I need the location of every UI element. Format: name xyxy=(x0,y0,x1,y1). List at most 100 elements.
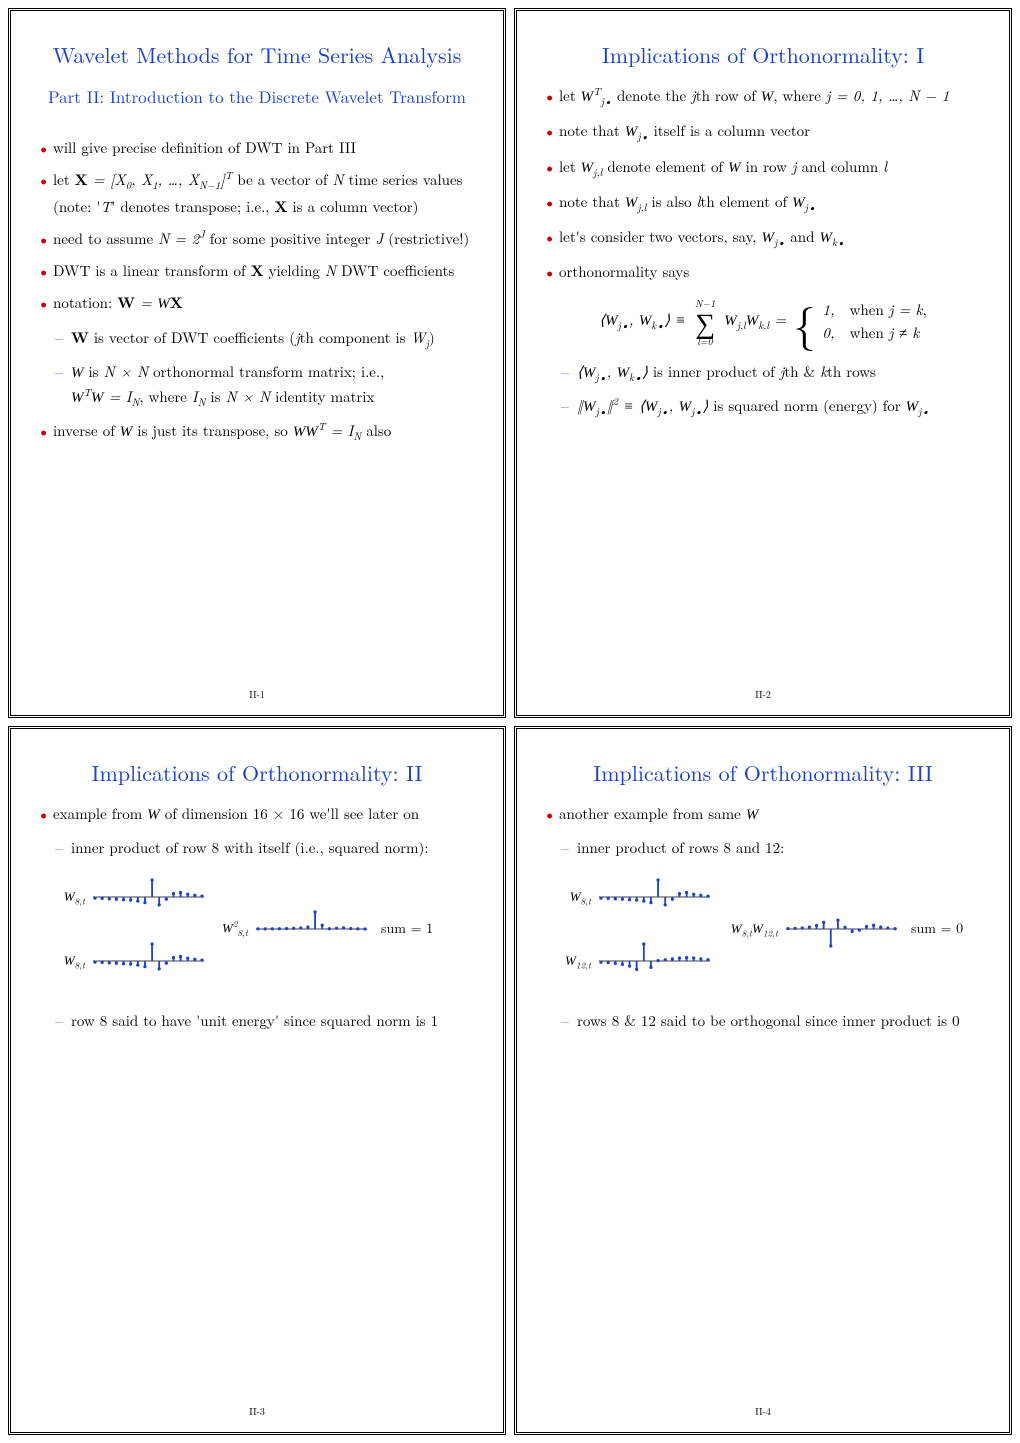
math: Wj• xyxy=(761,226,785,247)
slide-content: will give precise definition of DWT in P… xyxy=(35,136,479,679)
math: X xyxy=(251,260,264,281)
slide-ii-2: Implications of Orthonormality: I let WT… xyxy=(514,8,1012,718)
bullet-text: orthonormal transform matrix; i.e., xyxy=(153,361,384,382)
chart-left-col: W8,t W12,t xyxy=(559,877,712,981)
sub-bullet: ⟨Wj•, Wk•⟩ is inner product of jth & kth… xyxy=(541,360,985,386)
bullet-text: , where xyxy=(773,85,826,106)
sub-bullet: ‖Wj•‖2 ≡ ⟨Wj•, Wj•⟩ is squared norm (ene… xyxy=(541,394,985,420)
math: WTj• xyxy=(581,85,612,106)
slide-ii-3: Implications of Orthonormality: II examp… xyxy=(8,726,506,1436)
math: X xyxy=(274,196,287,217)
bullet: let Wj,l denote element of W in row j an… xyxy=(541,155,985,181)
bullet-text: denote the xyxy=(617,85,691,106)
bullet-text: for some positive integer xyxy=(210,228,376,249)
bullet-text: identity matrix xyxy=(275,386,374,407)
bullet-text: be a vector of xyxy=(237,169,332,190)
math: j xyxy=(792,156,797,177)
slide-content: another example from same W inner produc… xyxy=(541,802,985,1397)
math: Wj• xyxy=(625,120,649,141)
stem-chart-icon xyxy=(91,877,206,917)
bullet: need to assume N = 2J for some positive … xyxy=(35,227,479,250)
math: Wj• xyxy=(792,191,816,212)
bullet-text: of dimension 16 × 16 we'll see later on xyxy=(165,803,419,824)
math: Wk• xyxy=(819,226,844,247)
stem-label: W8,tW12,t xyxy=(722,918,778,941)
slide-footer: II-4 xyxy=(541,1396,985,1418)
bullet-text: and xyxy=(790,226,819,247)
math: N = 2J xyxy=(158,228,205,249)
bullet-text: inner product of row 8 with itself (i.e.… xyxy=(71,837,429,858)
slide-footer: II-1 xyxy=(35,679,479,701)
bullet-text: notation: xyxy=(53,292,117,313)
bullet: let WTj• denote the jth row of W, where … xyxy=(541,84,985,110)
stem-label: W8,t xyxy=(559,886,591,909)
bullet: notation: W = WX xyxy=(35,291,479,316)
sub-bullet: W is N × N orthonormal transform matrix;… xyxy=(35,360,479,412)
bullet: inverse of W is just its transpose, so W… xyxy=(35,419,479,445)
sub-bullet: rows 8 & 12 said to be orthogonal since … xyxy=(541,1009,985,1032)
math: j = 0, 1, …, N − 1 xyxy=(826,85,949,106)
math: N × N xyxy=(226,386,271,407)
bullet-text: is squared norm (energy) for xyxy=(713,395,905,416)
bullet-text: and column xyxy=(802,156,884,177)
eq-case: when xyxy=(850,322,889,343)
bullet-text: note that xyxy=(559,191,625,212)
math: W xyxy=(761,89,774,105)
stem-chart-icon xyxy=(784,909,899,949)
math: ⟨Wj•, Wk•⟩ xyxy=(577,361,648,382)
bullet-text: ' denotes transpose; i.e., xyxy=(111,196,274,217)
bullet-text: note that xyxy=(559,120,625,141)
math: N xyxy=(325,260,336,281)
bullet: another example from same W xyxy=(541,802,985,827)
bullet-text: th element of xyxy=(700,191,792,212)
bullet-text: let xyxy=(559,156,581,177)
stem-chart-icon xyxy=(597,941,712,981)
bullet-text: in row xyxy=(746,156,792,177)
bullet-text: row 8 said to have 'unit energy' since s… xyxy=(71,1010,438,1031)
math: N xyxy=(332,169,343,190)
bullet: let's consider two vectors, say, Wj• and… xyxy=(541,225,985,251)
sub-bullet: inner product of row 8 with itself (i.e.… xyxy=(35,836,479,859)
stem-plot: W8,t xyxy=(53,941,206,981)
eq-case: when xyxy=(850,299,889,320)
stem-plot: W12,t xyxy=(559,941,712,981)
math: W xyxy=(147,807,160,823)
slide-ii-1: Wavelet Methods for Time Series Analysis… xyxy=(8,8,506,718)
bullet-text: , where xyxy=(139,386,192,407)
slide-grid: Wavelet Methods for Time Series Analysis… xyxy=(8,8,1012,1435)
bullet-text: let's consider two vectors, say, xyxy=(559,226,761,247)
bullet-text: example from xyxy=(53,803,147,824)
bullet-text: rows 8 & 12 said to be orthogonal since … xyxy=(577,1010,960,1031)
bullet-text: th component is xyxy=(300,327,411,348)
bullet-text: is just its transpose, so xyxy=(137,420,293,441)
stem-plot: W8,t xyxy=(53,877,206,917)
sub-bullet: row 8 said to have 'unit energy' since s… xyxy=(35,1009,479,1032)
bullet: note that Wj• itself is a column vector xyxy=(541,119,985,145)
bullet-text: is also xyxy=(651,191,696,212)
bullet-text: (restrictive!) xyxy=(388,228,469,249)
bullet: orthonormality says xyxy=(541,260,985,283)
chart-row: W8,t W8,t W28,t sum = 1 xyxy=(53,877,479,981)
chart-row: W8,t W12,t W8,tW12,t sum = 0 xyxy=(559,877,985,981)
stem-chart-icon xyxy=(597,877,712,917)
bullet: example from W of dimension 16 × 16 we'l… xyxy=(35,802,479,827)
chart-left-col: W8,t W8,t xyxy=(53,877,206,981)
slide-ii-4: Implications of Orthonormality: III anot… xyxy=(514,726,1012,1436)
slide-title: Wavelet Methods for Time Series Analysis xyxy=(35,39,479,70)
stem-plot: W8,t xyxy=(559,877,712,917)
slide-title: Implications of Orthonormality: II xyxy=(35,757,479,788)
math: J xyxy=(375,228,383,249)
sub-bullet: inner product of rows 8 and 12: xyxy=(541,836,985,859)
bullet-text: is a column vector) xyxy=(293,196,419,217)
math: W xyxy=(71,365,84,381)
bullet: note that Wj,l is also lth element of Wj… xyxy=(541,190,985,216)
bullet-text: let xyxy=(559,85,581,106)
stem-label: W8,t xyxy=(53,950,85,973)
bullet-text: th & xyxy=(784,361,820,382)
bullet-text: ) xyxy=(429,327,435,348)
bullet-text: will give precise definition of DWT in P… xyxy=(53,137,356,158)
bullet-text: inverse of xyxy=(53,420,120,441)
slide-footer: II-3 xyxy=(35,1396,479,1418)
stem-plot: W8,tW12,t sum = 0 xyxy=(722,909,963,949)
sum-label: sum = 0 xyxy=(911,918,963,940)
